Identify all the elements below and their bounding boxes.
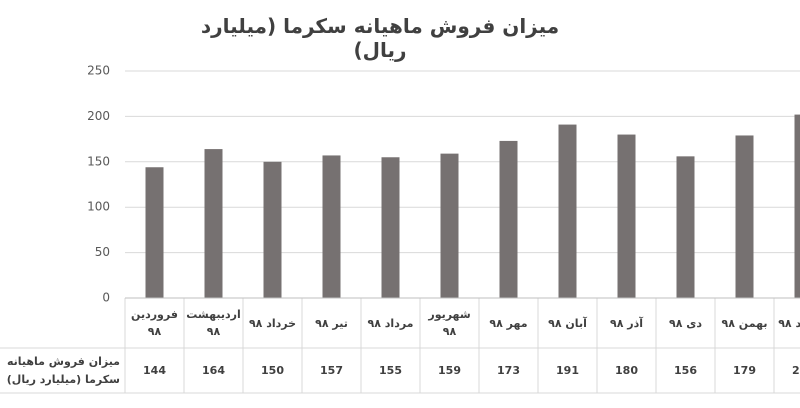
y-tick-label: 250 — [87, 64, 110, 78]
bar — [676, 156, 695, 298]
value-label: 155 — [379, 364, 402, 377]
value-label: 180 — [615, 364, 638, 377]
value-label: 179 — [733, 364, 756, 377]
bar — [204, 149, 223, 298]
category-label: خرداد ۹۸ — [248, 316, 297, 330]
bar — [617, 134, 636, 298]
value-label: 202 — [792, 364, 800, 377]
value-label: 156 — [674, 364, 697, 377]
bar — [794, 114, 800, 298]
bar — [145, 167, 164, 298]
value-label: 159 — [438, 364, 461, 377]
value-label: 173 — [497, 364, 520, 377]
y-tick-label: 0 — [102, 291, 110, 305]
data-table-label: میزان فروش ماهیانه سکرما (میلیارد ریال) — [6, 355, 120, 386]
category-label: بهمن ۹۸ — [721, 316, 768, 330]
bar — [735, 135, 754, 298]
category-label: فروردین ۹۸ — [131, 308, 178, 338]
value-label: 144 — [143, 364, 166, 377]
category-label: مهر ۹۸ — [489, 316, 528, 330]
category-label: اسفند ۹۸ — [778, 316, 800, 330]
value-label: 191 — [556, 364, 579, 377]
category-label: آذر ۹۸ — [610, 316, 644, 330]
bar — [499, 140, 518, 298]
category-label: آبان ۹۸ — [548, 316, 587, 330]
value-label: 157 — [320, 364, 343, 377]
category-label: تیر ۹۸ — [315, 316, 348, 330]
y-tick-label: 50 — [95, 245, 110, 259]
category-label: دی ۹۸ — [669, 316, 702, 330]
bar — [381, 157, 400, 298]
y-tick-label: 150 — [87, 154, 110, 168]
bar — [263, 161, 282, 298]
bar — [440, 153, 459, 298]
y-tick-label: 100 — [87, 200, 110, 214]
bar — [558, 124, 577, 299]
y-tick-label: 200 — [87, 109, 110, 123]
value-label: 150 — [261, 364, 284, 377]
bar — [322, 155, 341, 298]
category-label: شهریور ۹۸ — [428, 308, 471, 338]
category-label: مرداد ۹۸ — [367, 316, 414, 330]
chart-title: میزان فروش ماهیانه سکرما (میلیارد ریال) — [200, 14, 560, 62]
value-label: 164 — [202, 364, 225, 377]
category-label: اردیبهشت ۹۸ — [186, 308, 241, 338]
